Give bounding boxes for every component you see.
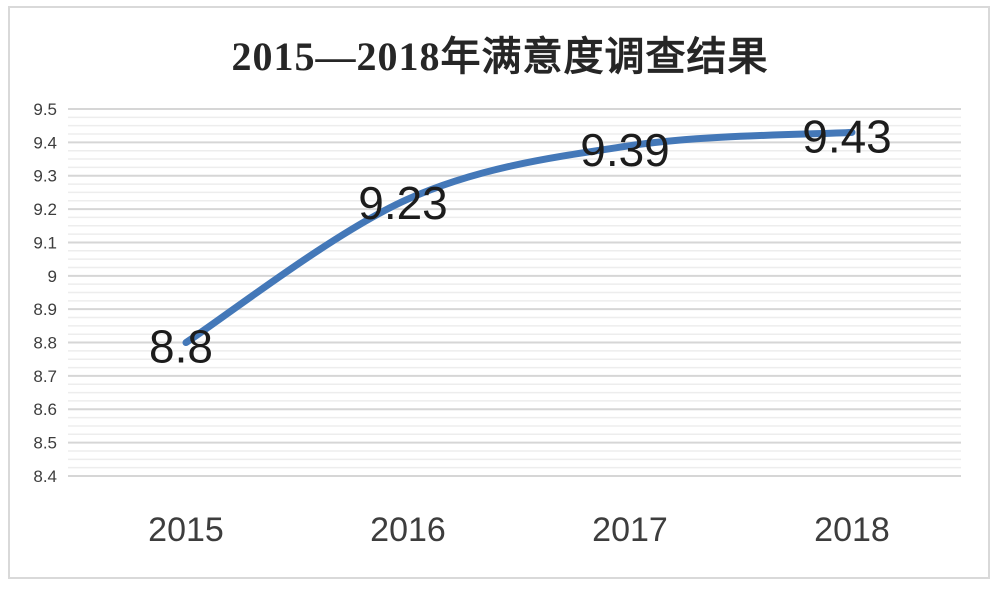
y-tick-label: 8.8 bbox=[33, 333, 57, 352]
data-label: 9.39 bbox=[580, 124, 670, 176]
x-tick-label: 2018 bbox=[814, 511, 890, 549]
data-label: 9.23 bbox=[358, 177, 448, 229]
y-tick-label: 9.4 bbox=[33, 133, 57, 152]
chart-title: 2015—2018年满意度调查结果 bbox=[231, 34, 769, 79]
series-line bbox=[182, 128, 856, 347]
y-tick-label: 9.1 bbox=[33, 233, 57, 252]
data-label: 8.8 bbox=[149, 321, 213, 373]
data-label: 9.43 bbox=[802, 110, 892, 162]
x-tick-label: 2017 bbox=[592, 511, 668, 549]
y-tick-label: 8.9 bbox=[33, 300, 57, 319]
y-tick-label: 8.5 bbox=[33, 434, 57, 453]
y-tick-label: 9.3 bbox=[33, 167, 57, 186]
y-tick-label: 9.2 bbox=[33, 200, 57, 219]
y-tick-label: 8.4 bbox=[33, 467, 57, 486]
y-tick-label: 9 bbox=[48, 267, 57, 286]
y-tick-label: 9.5 bbox=[33, 100, 57, 119]
y-tick-label: 8.6 bbox=[33, 400, 57, 419]
x-tick-label: 2016 bbox=[370, 511, 446, 549]
y-tick-label: 8.7 bbox=[33, 367, 57, 386]
x-tick-label: 2015 bbox=[148, 511, 224, 549]
